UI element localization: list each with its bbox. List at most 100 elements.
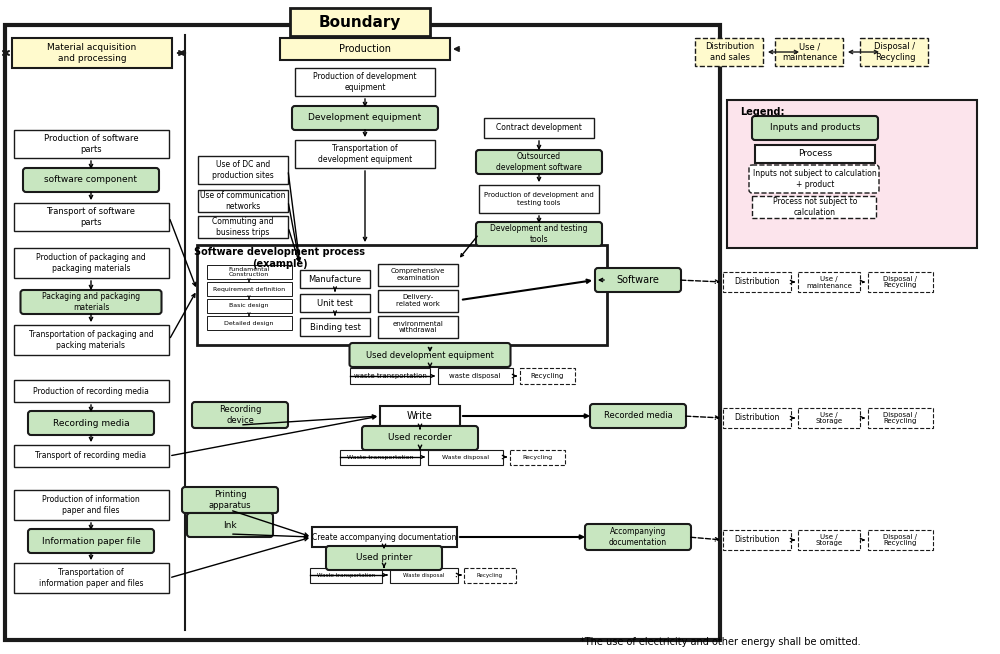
- Text: Requirement definition: Requirement definition: [213, 286, 285, 292]
- Bar: [207, 299, 292, 313]
- Text: Commuting and
business trips: Commuting and business trips: [212, 217, 274, 237]
- Text: Use /
Storage: Use / Storage: [815, 534, 843, 547]
- Text: Transport of recording media: Transport of recording media: [35, 451, 147, 460]
- Text: Ink: Ink: [223, 521, 237, 530]
- Text: Boundary: Boundary: [319, 14, 401, 29]
- Bar: [428, 450, 503, 465]
- Text: Disposal /
Recycling: Disposal / Recycling: [874, 43, 916, 61]
- Bar: [207, 316, 292, 330]
- Bar: [798, 408, 860, 428]
- Text: Delivery-
related work: Delivery- related work: [396, 294, 440, 307]
- Bar: [464, 568, 516, 583]
- Text: Disposal /
Recycling: Disposal / Recycling: [883, 534, 917, 547]
- Bar: [14, 203, 169, 231]
- Text: Write: Write: [407, 411, 433, 421]
- Text: Inputs and products: Inputs and products: [770, 124, 860, 133]
- Bar: [14, 563, 169, 593]
- FancyBboxPatch shape: [28, 529, 154, 553]
- Bar: [378, 316, 458, 338]
- Text: Transportation of
information paper and files: Transportation of information paper and …: [39, 568, 143, 588]
- FancyBboxPatch shape: [187, 513, 273, 537]
- Text: Printing
apparatus: Printing apparatus: [209, 490, 251, 509]
- FancyBboxPatch shape: [595, 268, 681, 292]
- Text: Unit test: Unit test: [317, 298, 353, 307]
- Bar: [198, 190, 288, 212]
- Bar: [723, 530, 791, 550]
- Text: Production of development and
testing tools: Production of development and testing to…: [484, 192, 594, 205]
- Text: Contract development: Contract development: [496, 124, 582, 133]
- Bar: [207, 282, 292, 296]
- Text: *The use of electricity and other energy shall be omitted.: *The use of electricity and other energy…: [580, 637, 860, 647]
- Text: Used recorder: Used recorder: [388, 434, 452, 443]
- FancyBboxPatch shape: [476, 222, 602, 246]
- FancyBboxPatch shape: [476, 150, 602, 174]
- FancyBboxPatch shape: [590, 404, 686, 428]
- Text: Use /
maintenance: Use / maintenance: [806, 275, 852, 288]
- Text: Production: Production: [339, 44, 391, 54]
- Text: Production of packaging and
packaging materials: Production of packaging and packaging ma…: [36, 253, 146, 273]
- Bar: [300, 270, 370, 288]
- Text: Distribution: Distribution: [734, 413, 780, 422]
- Text: Distribution: Distribution: [734, 536, 780, 545]
- Text: Use /
maintenance: Use / maintenance: [782, 43, 838, 61]
- Bar: [798, 530, 860, 550]
- FancyBboxPatch shape: [192, 402, 288, 428]
- Bar: [14, 445, 169, 467]
- FancyBboxPatch shape: [326, 546, 442, 570]
- FancyBboxPatch shape: [752, 116, 878, 140]
- Text: Process: Process: [798, 150, 832, 158]
- Bar: [868, 530, 933, 550]
- Text: Comprehensive
examination: Comprehensive examination: [391, 269, 445, 281]
- Text: Distribution: Distribution: [734, 277, 780, 286]
- Bar: [198, 156, 288, 184]
- Text: Distribution
and sales: Distribution and sales: [705, 43, 755, 61]
- Bar: [197, 245, 607, 345]
- Bar: [378, 264, 458, 286]
- Text: Transportation of
development equipment: Transportation of development equipment: [318, 145, 412, 164]
- Text: Packaging and packaging
materials: Packaging and packaging materials: [42, 292, 140, 312]
- Text: Recorded media: Recorded media: [604, 411, 672, 421]
- Text: Basic design: Basic design: [229, 303, 269, 309]
- Bar: [380, 406, 460, 426]
- Bar: [207, 265, 292, 279]
- Text: Recording
device: Recording device: [219, 405, 261, 424]
- Text: Waste transportation: Waste transportation: [317, 572, 375, 577]
- Text: Waste disposal: Waste disposal: [403, 572, 445, 577]
- Text: Outsourced
development software: Outsourced development software: [496, 152, 582, 172]
- Text: Recording media: Recording media: [53, 419, 129, 428]
- Bar: [280, 38, 450, 60]
- Bar: [727, 100, 977, 248]
- Text: Accompanying
documentation: Accompanying documentation: [609, 527, 667, 547]
- Text: Recycling: Recycling: [522, 455, 552, 460]
- Bar: [312, 527, 457, 547]
- Bar: [378, 290, 458, 312]
- Bar: [14, 380, 169, 402]
- Bar: [479, 185, 599, 213]
- Text: Production of information
paper and files: Production of information paper and file…: [42, 495, 140, 515]
- Text: Transport of software
parts: Transport of software parts: [46, 207, 136, 227]
- FancyBboxPatch shape: [23, 168, 159, 192]
- Text: Used printer: Used printer: [356, 553, 412, 562]
- Text: Detailed design: Detailed design: [224, 320, 274, 326]
- Text: Information paper file: Information paper file: [42, 536, 140, 545]
- Text: Software development process
(example): Software development process (example): [194, 247, 366, 269]
- FancyBboxPatch shape: [749, 165, 879, 193]
- Bar: [295, 140, 435, 168]
- FancyBboxPatch shape: [585, 524, 691, 550]
- Text: Create accompanying documentation: Create accompanying documentation: [312, 532, 456, 542]
- Bar: [300, 318, 370, 336]
- Text: Development and testing
tools: Development and testing tools: [490, 224, 588, 244]
- Text: Manufacture: Manufacture: [308, 275, 362, 283]
- Text: Transportation of packaging and
packing materials: Transportation of packaging and packing …: [29, 330, 153, 350]
- Text: Production of recording media: Production of recording media: [33, 387, 149, 396]
- FancyBboxPatch shape: [362, 426, 478, 450]
- Bar: [14, 325, 169, 355]
- Bar: [868, 408, 933, 428]
- Bar: [5, 25, 720, 640]
- Text: Software: Software: [617, 275, 659, 285]
- Text: Material acquisition
and processing: Material acquisition and processing: [47, 43, 137, 63]
- Text: waste disposal: waste disposal: [449, 373, 501, 379]
- Text: Inputs not subject to calculation
+ product: Inputs not subject to calculation + prod…: [753, 169, 877, 189]
- Text: Used development equipment: Used development equipment: [366, 351, 494, 360]
- Bar: [484, 118, 594, 138]
